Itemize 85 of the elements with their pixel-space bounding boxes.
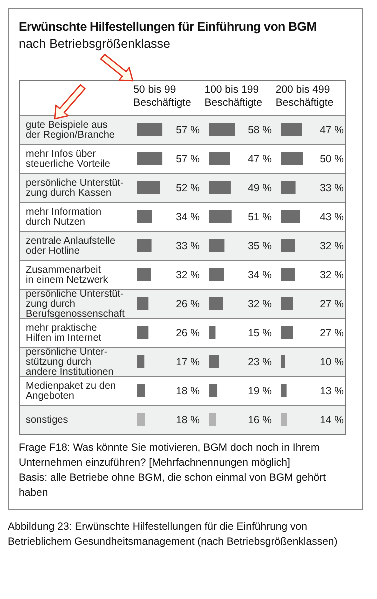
y-tick-label: mehr Infos über steuerliche Vorteile	[26, 149, 111, 170]
bar	[137, 239, 152, 252]
data-label: 10 %	[320, 356, 344, 368]
data-label: 26 %	[176, 328, 200, 340]
data-label: 13 %	[320, 386, 344, 398]
data-label: 52 %	[176, 182, 200, 194]
data-label: 32 %	[320, 240, 344, 252]
data-label: 47 %	[248, 154, 272, 166]
bar	[281, 152, 304, 165]
bar	[281, 355, 286, 368]
data-label: 57 %	[176, 154, 200, 166]
bar	[209, 152, 230, 165]
y-tick-label: sonstiges	[26, 415, 68, 426]
bar	[137, 181, 160, 194]
bar	[209, 297, 224, 310]
data-label: 18 %	[176, 414, 200, 426]
bar	[209, 355, 220, 368]
data-label: 19 %	[248, 386, 272, 398]
bar	[137, 123, 163, 136]
data-label: 50 %	[320, 154, 344, 166]
data-label: 16 %	[248, 414, 272, 426]
y-tick-label: persönliche Unterstüt- zung durch Kassen	[26, 178, 124, 199]
data-label: 26 %	[176, 298, 200, 310]
x-axis-title: 200 bis 499 Beschäftigte	[274, 83, 335, 111]
bar	[209, 181, 231, 194]
data-label: 32 %	[248, 298, 272, 310]
data-label: 58 %	[248, 124, 272, 136]
data-label: 49 %	[248, 182, 272, 194]
data-label: 15 %	[248, 328, 272, 340]
bar	[281, 384, 287, 397]
data-label: 14 %	[320, 414, 344, 426]
y-tick-label: mehr Information durch Nutzen	[26, 207, 102, 228]
y-tick-label: mehr praktische Hilfen im Internet	[26, 323, 102, 344]
bar	[209, 326, 216, 339]
chart-subtitle: nach Betriebsgrößenklasse	[19, 36, 172, 52]
y-tick-label: persönliche Unter- stützung durch andere Institutionen	[26, 347, 114, 378]
bar	[281, 123, 302, 136]
y-tick-label: persönliche Unterstüt- zung durch Berufsgenossenschaft	[26, 289, 126, 320]
x-axis-title: 50 bis 99 Beschäftigte	[132, 83, 192, 111]
x-axis-title: 100 bis 199 Beschäftigte	[204, 83, 264, 111]
data-label: 23 %	[248, 356, 272, 368]
y-tick-label: Medienpaket zu den Angeboten	[26, 381, 116, 402]
bar	[137, 297, 149, 310]
data-label: 34 %	[176, 212, 200, 224]
data-label: 27 %	[320, 298, 344, 310]
bar	[137, 152, 163, 165]
data-label: 43 %	[320, 212, 344, 224]
bar	[209, 123, 235, 136]
bar	[209, 268, 224, 281]
y-tick-label: gute Beispiele aus der Region/Branche	[26, 120, 116, 141]
bar	[137, 355, 145, 368]
data-label: 35 %	[248, 240, 272, 252]
bar	[209, 210, 232, 223]
data-label: 57 %	[176, 124, 200, 136]
bar	[281, 210, 300, 223]
text: Abbildung 23: Erwünschte Hilfestellungen für die Einführung von Betrieblichem Gesundheitsmanagement (nach Betriebsgrößenklassen)	[8, 520, 339, 550]
bar	[281, 239, 296, 252]
data-label: 33 %	[176, 240, 200, 252]
y-tick-label: Zusammenarbeit in einem Netzwerk	[26, 265, 110, 286]
bar	[281, 268, 296, 281]
bar	[281, 326, 294, 339]
data-label: 32 %	[320, 270, 344, 282]
bar	[137, 268, 152, 281]
data-label: 34 %	[248, 270, 272, 282]
bar	[137, 210, 152, 223]
data-label: 18 %	[176, 386, 200, 398]
y-tick-label: zentrale Anlaufstelle oder Hotline	[26, 236, 116, 257]
text: Basis: alle Betriebe ohne BGM, die schon einmal von BGM gehört haben	[19, 471, 327, 501]
data-label: 47 %	[320, 124, 344, 136]
bar	[137, 384, 146, 397]
text: Frage F18: Was könnte Sie motivieren, BGM doch noch in Ihrem Unternehmen einzuführen? [Mehrfachnennungen möglich]	[19, 441, 321, 471]
bar	[209, 413, 216, 426]
bar	[209, 384, 218, 397]
data-label: 17 %	[176, 356, 200, 368]
bar	[137, 326, 149, 339]
data-label: 32 %	[176, 270, 200, 282]
chart-title: Erwünschte Hilfestellungen für Einführung von BGM	[19, 19, 318, 36]
data-label: 27 %	[320, 328, 344, 340]
data-label: 51 %	[248, 212, 272, 224]
bar	[137, 413, 146, 426]
bar	[281, 413, 288, 426]
bar	[209, 239, 225, 252]
bar	[281, 181, 296, 194]
bar	[281, 297, 294, 310]
data-label: 33 %	[320, 182, 344, 194]
